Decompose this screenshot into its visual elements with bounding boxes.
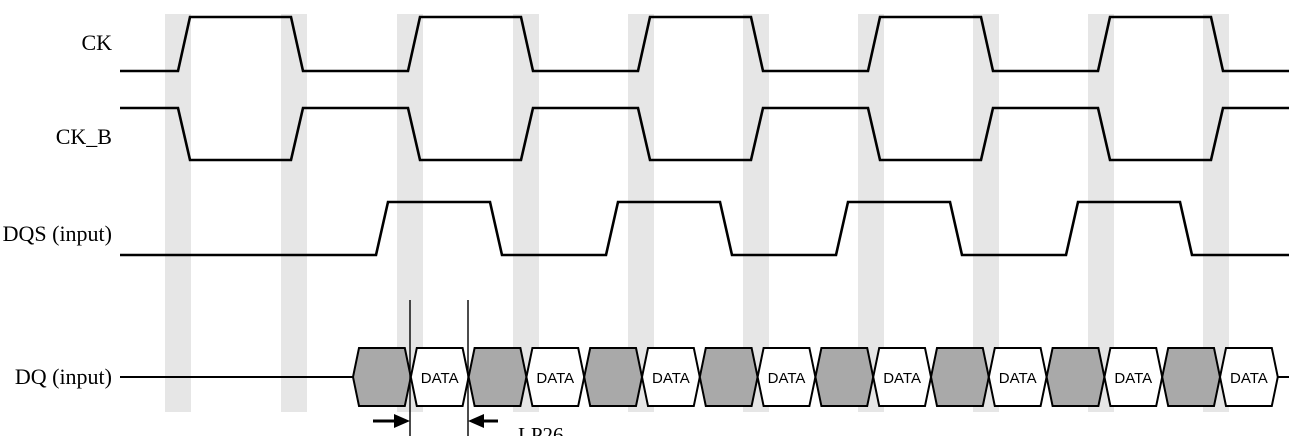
dq-dont-care-cell <box>467 347 528 407</box>
dq-dont-care-cell <box>929 347 990 407</box>
clock-edge-band <box>973 14 999 412</box>
dq-data-label: DATA <box>768 370 806 387</box>
waveform-ck <box>120 15 1289 73</box>
dq-data-label: DATA <box>421 370 459 387</box>
dq-data-label: DATA <box>536 370 574 387</box>
clock-edge-band <box>743 14 769 412</box>
clock-edge-band <box>628 14 654 412</box>
clock-edge-band <box>165 14 191 412</box>
timing-label: LP26 <box>518 423 564 436</box>
timing-arrow-right-head <box>468 414 484 428</box>
clock-edge-band <box>1088 14 1114 412</box>
clock-edge-band <box>858 14 884 412</box>
signal-label-dqs: DQS (input) <box>3 221 112 246</box>
dq-dont-care-cell <box>583 347 644 407</box>
signal-label-ck-b: CK_B <box>56 124 112 149</box>
dq-data-cells: DATA DATA DATA DATA DATA DATA DATA DATA <box>351 347 1279 407</box>
dq-data-label: DATA <box>652 370 690 387</box>
timing-annotation-lp26: LP26 <box>373 300 564 436</box>
waveform-dqs <box>120 200 1289 257</box>
timing-arrow-left-head <box>394 414 410 428</box>
dq-dont-care-cell <box>814 347 875 407</box>
waveform-ck-b <box>120 106 1289 162</box>
clock-edge-bands <box>165 14 1229 412</box>
dq-dont-care-cell <box>1045 347 1106 407</box>
dq-dont-care-cell <box>351 347 412 407</box>
clock-edge-band <box>281 14 307 412</box>
clock-edge-band <box>1203 14 1229 412</box>
dq-data-label: DATA <box>999 370 1037 387</box>
dq-dont-care-cell <box>698 347 759 407</box>
dq-data-label: DATA <box>1230 370 1268 387</box>
signal-label-dq: DQ (input) <box>15 364 112 389</box>
dq-data-cell <box>1218 347 1279 407</box>
dq-data-label: DATA <box>1114 370 1152 387</box>
clock-edge-band <box>513 14 539 412</box>
dq-data-label: DATA <box>883 370 921 387</box>
signal-label-ck: CK <box>81 30 112 55</box>
dq-dont-care-cell <box>1161 347 1222 407</box>
